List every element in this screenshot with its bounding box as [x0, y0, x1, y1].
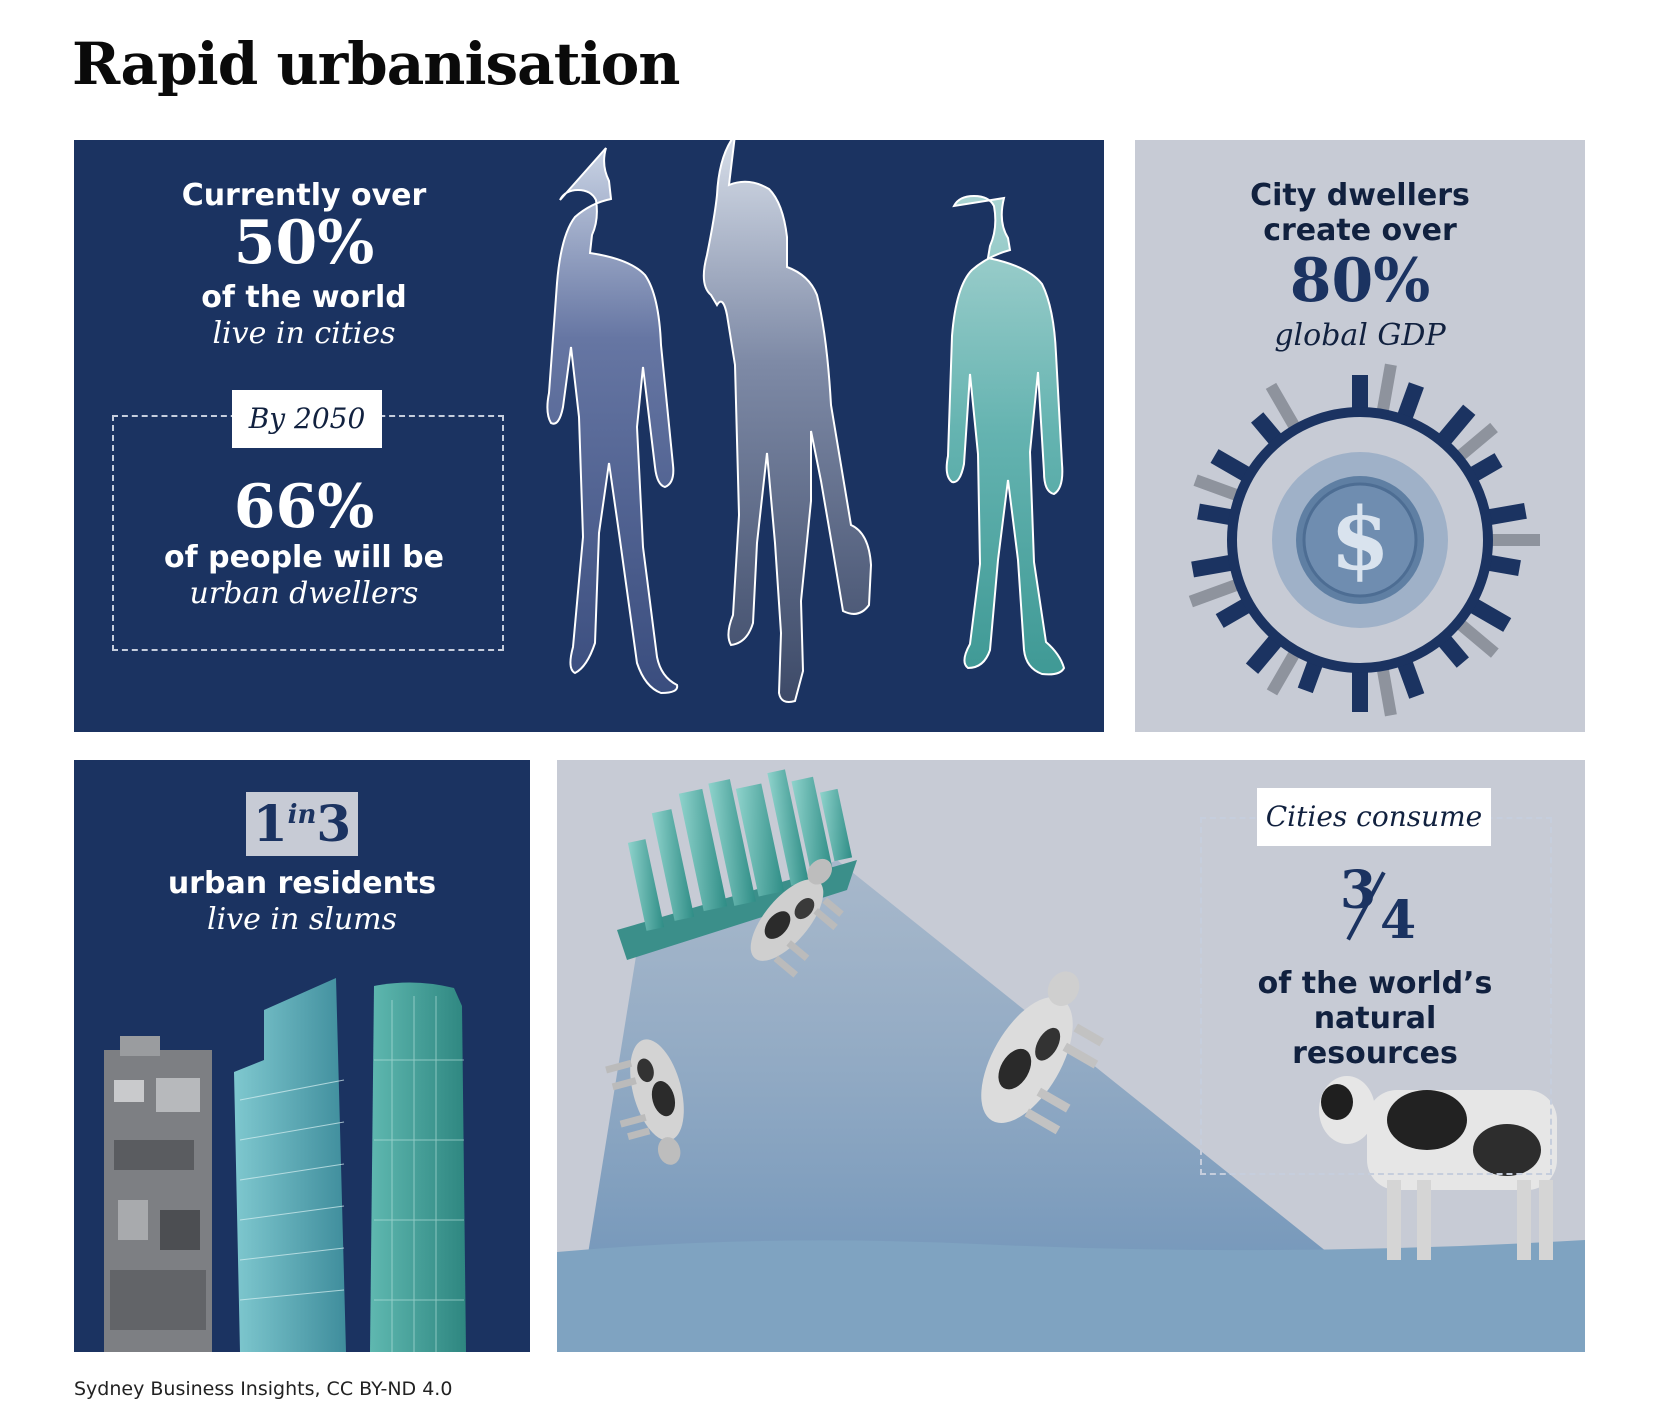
- page-title: Rapid urbanisation: [72, 30, 680, 98]
- fifty-percent-stat: 50%: [233, 208, 375, 278]
- urban-dwellers-label: urban dwellers: [189, 576, 419, 611]
- slums-panel: 1in3 urban residents live in slums: [74, 760, 530, 1352]
- gdp-panel: City dwellers create over 80% global GDP: [1135, 140, 1585, 732]
- fraction-denominator: 4: [1380, 890, 1417, 951]
- worlds-label: of the world’s: [1257, 966, 1493, 1001]
- city-ring-icon: [1188, 363, 1540, 717]
- live-in-cities-label: live in cities: [212, 316, 396, 351]
- people-will-be-label: of people will be: [164, 540, 444, 575]
- of-the-world-label: of the world: [201, 280, 407, 315]
- person-silhouette-icon: [546, 147, 679, 695]
- ground: [557, 1240, 1585, 1352]
- population-panel: Currently over 50% of the world live in …: [74, 140, 1104, 732]
- skyscraper-icon: [370, 982, 466, 1352]
- three-quarters-stat: 3 4: [1200, 860, 1550, 960]
- fraction-numerator: 3: [1340, 860, 1377, 921]
- one-in-three-in: in: [287, 800, 317, 830]
- buildings-illustration: [104, 978, 466, 1352]
- cow-abduction-illustration: [557, 769, 1585, 1352]
- sixty-six-percent-stat: 66%: [233, 472, 375, 542]
- currently-over-label: Currently over: [181, 178, 427, 213]
- cow-icon: [750, 858, 844, 978]
- person-silhouette-icon: [945, 194, 1066, 676]
- create-over-label: create over: [1263, 213, 1457, 248]
- eighty-percent-stat: 80%: [1289, 246, 1431, 316]
- skyscraper-icon: [234, 978, 346, 1352]
- urban-residents-label: urban residents: [167, 866, 437, 901]
- one-in-three-denominator: 3: [316, 794, 352, 853]
- cow-icon: [605, 1039, 684, 1165]
- resources-panel: Cities consume 3 4 of the world’s natura…: [557, 760, 1585, 1352]
- cow-icon: [981, 971, 1104, 1135]
- cow-icon: [1319, 1076, 1557, 1260]
- one-in-three-numerator: 1: [252, 794, 288, 853]
- live-in-slums-label: live in slums: [206, 902, 398, 937]
- one-in-three-badge: 1in3: [246, 792, 358, 856]
- source-credit: Sydney Business Insights, CC BY-ND 4.0: [74, 1378, 453, 1400]
- resources-label: resources: [1292, 1036, 1458, 1071]
- silhouettes-illustration: [546, 140, 1066, 703]
- slum-building-icon: [104, 1036, 212, 1352]
- city-dwellers-label: City dwellers: [1250, 178, 1470, 213]
- person-silhouette-icon: [702, 140, 873, 703]
- natural-label: natural: [1313, 1001, 1437, 1036]
- dollar-coin-icon: $: [1330, 489, 1390, 590]
- global-gdp-label: global GDP: [1274, 318, 1446, 353]
- by-2050-tag: By 2050: [232, 390, 382, 448]
- cities-consume-tag: Cities consume: [1257, 788, 1491, 846]
